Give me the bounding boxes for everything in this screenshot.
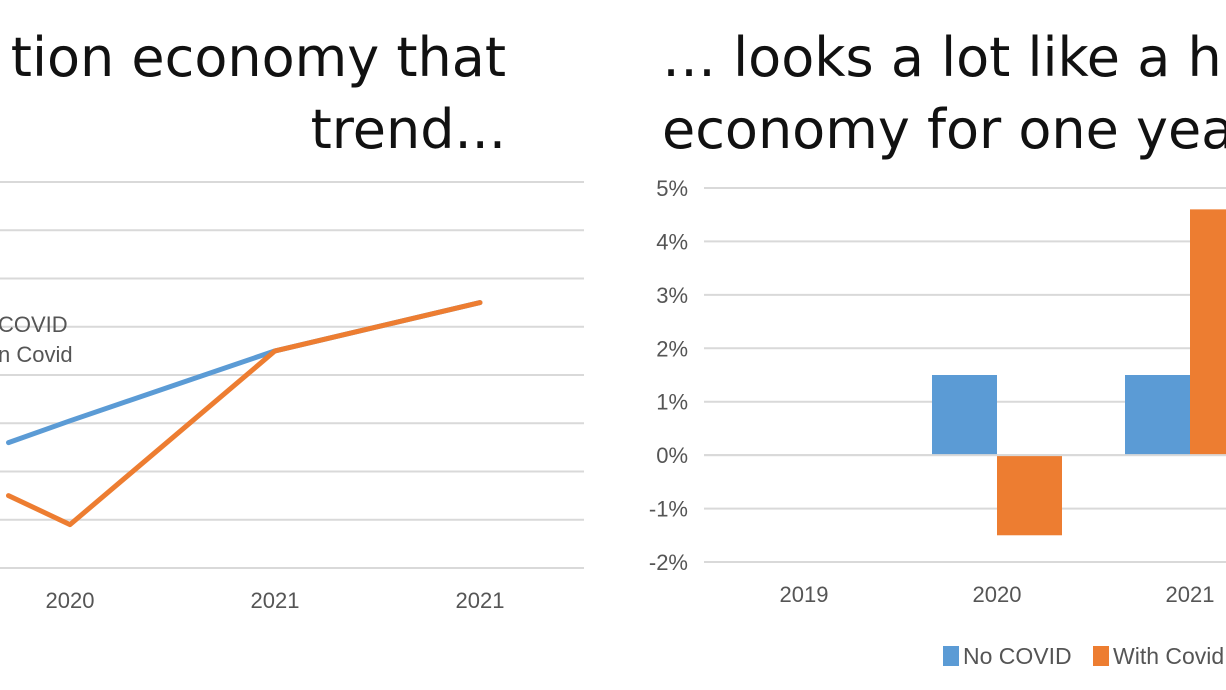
bar-with-covid-2020 [997, 455, 1062, 536]
y-tick-label: 4% [656, 229, 688, 254]
x-tick-label: 2021 [456, 588, 505, 613]
right-chart-title: … looks a lot like a hi economy for one … [662, 22, 1226, 166]
y-tick-label: 5% [656, 176, 688, 201]
x-tick-label: 2019 [780, 582, 829, 607]
legend-label: With Covid [1113, 643, 1224, 669]
right-title-line-1: … looks a lot like a hi [662, 26, 1226, 89]
x-tick-label: 2020 [973, 582, 1022, 607]
y-tick-label: 0% [656, 443, 688, 468]
x-tick-label: 2021 [1166, 582, 1215, 607]
right-bar-chart: 5% 4% 3% 2% 1% 0% -1% -2% 2019 2020 2021 No COVID Wi… [649, 176, 1226, 669]
bar-no-covid-2020 [932, 375, 997, 456]
left-title-line-2: trend... [310, 98, 506, 161]
left-chart-title: tion economy that trend... [0, 22, 506, 166]
series-label-covid-2: n Covid [0, 342, 73, 367]
x-tick-label: 2021 [251, 588, 300, 613]
bar-with-covid-2021 [1190, 209, 1226, 456]
y-tick-label: 1% [656, 390, 688, 415]
bar-no-covid-2021 [1125, 375, 1190, 456]
y-tick-label: -1% [649, 497, 688, 522]
legend-swatch [943, 646, 959, 666]
x-tick-label: 2020 [46, 588, 95, 613]
series-line-n-covid [6, 300, 483, 528]
y-tick-label: -2% [649, 550, 688, 575]
y-tick-label: 3% [656, 283, 688, 308]
series-line-covid [6, 300, 483, 446]
series-label-covid: COVID [0, 312, 68, 337]
legend-label: No COVID [963, 643, 1072, 669]
left-title-line-1: tion economy that [10, 26, 506, 89]
legend-swatch [1093, 646, 1109, 666]
right-title-line-2: economy for one yea [662, 98, 1226, 161]
left-line-chart: 2020 2021 2021 COVID n Covid [0, 181, 584, 613]
y-tick-label: 2% [656, 336, 688, 361]
